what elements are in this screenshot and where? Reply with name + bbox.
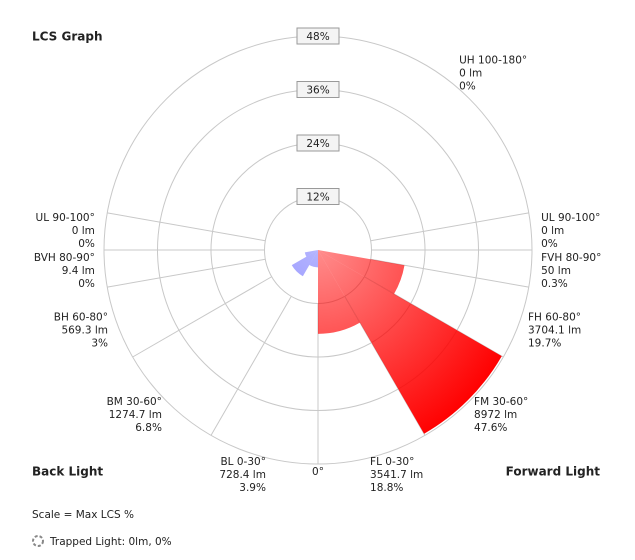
- zone-lumens: 50 lm: [541, 265, 571, 277]
- trapped-icon: [32, 535, 44, 547]
- zone-value-label: 47.6%: [474, 422, 507, 434]
- zone-value-label: 19.7%: [528, 337, 561, 349]
- zone-label: BM 30-60°: [107, 396, 162, 408]
- zone-value-label: 0%: [459, 80, 476, 92]
- tick-box: [296, 27, 340, 45]
- zone-wedge: [304, 250, 318, 257]
- tick-box: [296, 188, 340, 205]
- zone-lumens: 1274.7 lm: [109, 409, 162, 421]
- zone-value-label: 0.3%: [541, 278, 568, 290]
- side-title: Forward Light: [506, 465, 601, 479]
- zone-value-label: 6.8%: [135, 422, 162, 434]
- zone-wedge: [309, 250, 318, 268]
- zone-lumens: 9.4 lm: [62, 265, 95, 277]
- zone-value-label: 0%: [78, 238, 95, 250]
- zone-label: UH 100-180°: [459, 54, 527, 66]
- zone-lumens: 3704.1 lm: [528, 324, 581, 336]
- zone-wedge: [291, 250, 318, 277]
- zone-lumens: 0 lm: [459, 67, 482, 79]
- side-title: Back Light: [32, 465, 103, 479]
- zone-label: UL 90-100°: [541, 212, 600, 224]
- trapped-light: Trapped Light: 0lm, 0%: [49, 536, 172, 548]
- r-tick-label: 36%: [306, 85, 329, 97]
- zone-lumens: 0 lm: [541, 225, 564, 237]
- zone-value-label: 3.9%: [239, 482, 266, 494]
- zone-lumens: 3541.7 lm: [370, 469, 423, 481]
- zone-label: FL 0-30°: [370, 456, 414, 468]
- zone-wedge: [318, 250, 502, 434]
- zone-divider: [370, 212, 529, 242]
- zone-label: BL 0-30°: [220, 456, 265, 468]
- zone-divider: [107, 212, 266, 242]
- tick-box: [296, 81, 340, 98]
- tick-box: [296, 134, 340, 152]
- zone-label: FVH 80-90°: [541, 252, 601, 264]
- zone-value-label: 18.8%: [370, 482, 403, 494]
- r-tick-label: 24%: [306, 138, 329, 150]
- zone-value-label: 3%: [91, 337, 108, 349]
- zone-label: BVH 80-90°: [34, 252, 95, 264]
- zone-label: FM 30-60°: [474, 396, 528, 408]
- scale-note: Scale = Max LCS %: [32, 509, 134, 521]
- zone-divider: [210, 296, 292, 436]
- zone-wedge: [318, 250, 360, 334]
- zone-label: UL 90-100°: [36, 212, 95, 224]
- zone-lumens: 8972 lm: [474, 409, 517, 421]
- zone-divider: [132, 276, 272, 358]
- nadir-label: 0°: [312, 466, 324, 478]
- zone-lumens: 569.3 lm: [61, 324, 108, 336]
- zone-label: FH 60-80°: [528, 311, 581, 323]
- zone-divider: [107, 258, 266, 288]
- zone-lumens: 0 lm: [72, 225, 95, 237]
- zone-label: BH 60-80°: [54, 311, 108, 323]
- r-tick-label: 12%: [306, 192, 329, 204]
- zone-value-label: 0%: [78, 278, 95, 290]
- zone-wedge: [318, 250, 405, 294]
- zone-value-label: 0%: [541, 238, 558, 250]
- zone-lumens: 728.4 lm: [219, 469, 266, 481]
- r-tick-label: 48%: [306, 31, 329, 43]
- chart-title: LCS Graph: [32, 30, 103, 44]
